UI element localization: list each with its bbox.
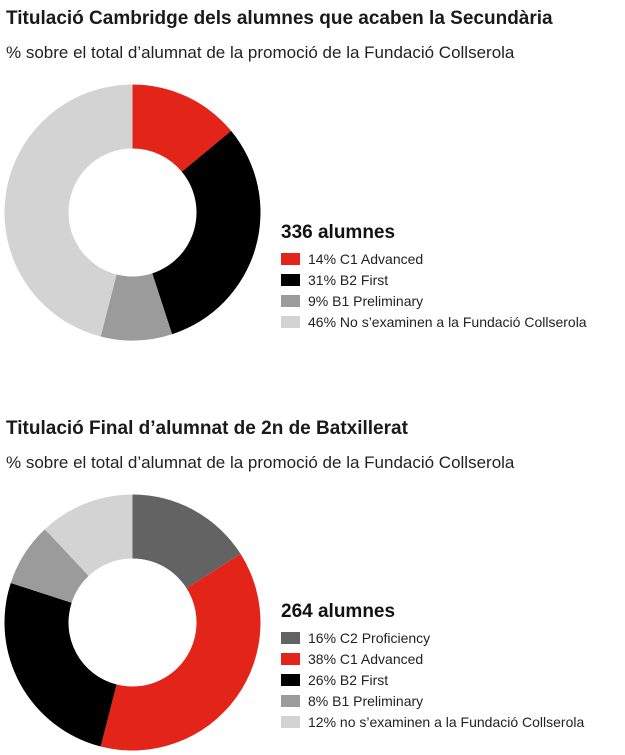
legend-item: 12% no s’examinen a la Fundació Collsero…	[281, 711, 584, 732]
legend-item: 38% C1 Advanced	[281, 648, 584, 669]
donut-slice-1	[132, 84, 232, 172]
chart-subtitle: % sobre el total d’alumnat de la promoci…	[6, 43, 515, 62]
donut-chart	[4, 84, 261, 341]
donut-slice-3	[4, 582, 117, 747]
legend-swatch	[281, 315, 300, 328]
chart-legend: 16% C2 Proficiency 38% C1 Advanced 26% B2 …	[281, 627, 584, 732]
legend-swatch	[281, 715, 300, 728]
legend-swatch	[281, 652, 300, 665]
legend-swatch	[281, 252, 300, 265]
chart-subtitle: % sobre el total d’alumnat de la promoci…	[6, 453, 515, 472]
legend-label: 38% C1 Advanced	[308, 650, 424, 667]
legend-label: 26% B2 First	[308, 671, 389, 688]
chart-title: Titulació Final d’alumnat de 2n de Batxi…	[6, 418, 408, 439]
donut-slice-2	[100, 553, 261, 751]
legend-item: 31% B2 First	[281, 269, 587, 290]
donut-slice-4	[10, 529, 89, 603]
legend-item: 9% B1 Preliminary	[281, 290, 587, 311]
legend-item: 46% No s’examinen a la Fundació Collsero…	[281, 311, 587, 332]
donut-slice-5	[44, 494, 133, 576]
legend-item: 14% C1 Advanced	[281, 248, 587, 269]
donut-slice-4	[4, 84, 133, 337]
legend-label: 8% B1 Preliminary	[308, 692, 424, 709]
legend-label: 31% B2 First	[308, 271, 389, 288]
legend-swatch	[281, 673, 300, 686]
total-label: 336 alumnes	[281, 222, 396, 243]
donut-slice-2	[152, 130, 261, 335]
donut-slice-1	[132, 494, 241, 589]
legend-label: 16% C2 Proficiency	[308, 629, 431, 646]
legend-item: 16% C2 Proficiency	[281, 627, 584, 648]
legend-item: 8% B1 Preliminary	[281, 690, 584, 711]
legend-swatch	[281, 694, 300, 707]
legend-item: 26% B2 First	[281, 669, 584, 690]
legend-label: 14% C1 Advanced	[308, 250, 424, 267]
chart-title: Titulació Cambridge dels alumnes que aca…	[6, 8, 553, 29]
legend-label: 46% No s’examinen a la Fundació Collsero…	[308, 313, 587, 330]
donut-slice-3	[100, 273, 173, 341]
legend-swatch	[281, 273, 300, 286]
legend-swatch	[281, 631, 300, 644]
total-label: 264 alumnes	[281, 601, 396, 622]
chart-legend: 14% C1 Advanced 31% B2 First 9% B1 Prelimi…	[281, 248, 587, 332]
donut-chart	[4, 494, 261, 751]
legend-swatch	[281, 294, 300, 307]
legend-label: 12% no s’examinen a la Fundació Collsero…	[308, 713, 585, 730]
legend-label: 9% B1 Preliminary	[308, 292, 424, 309]
